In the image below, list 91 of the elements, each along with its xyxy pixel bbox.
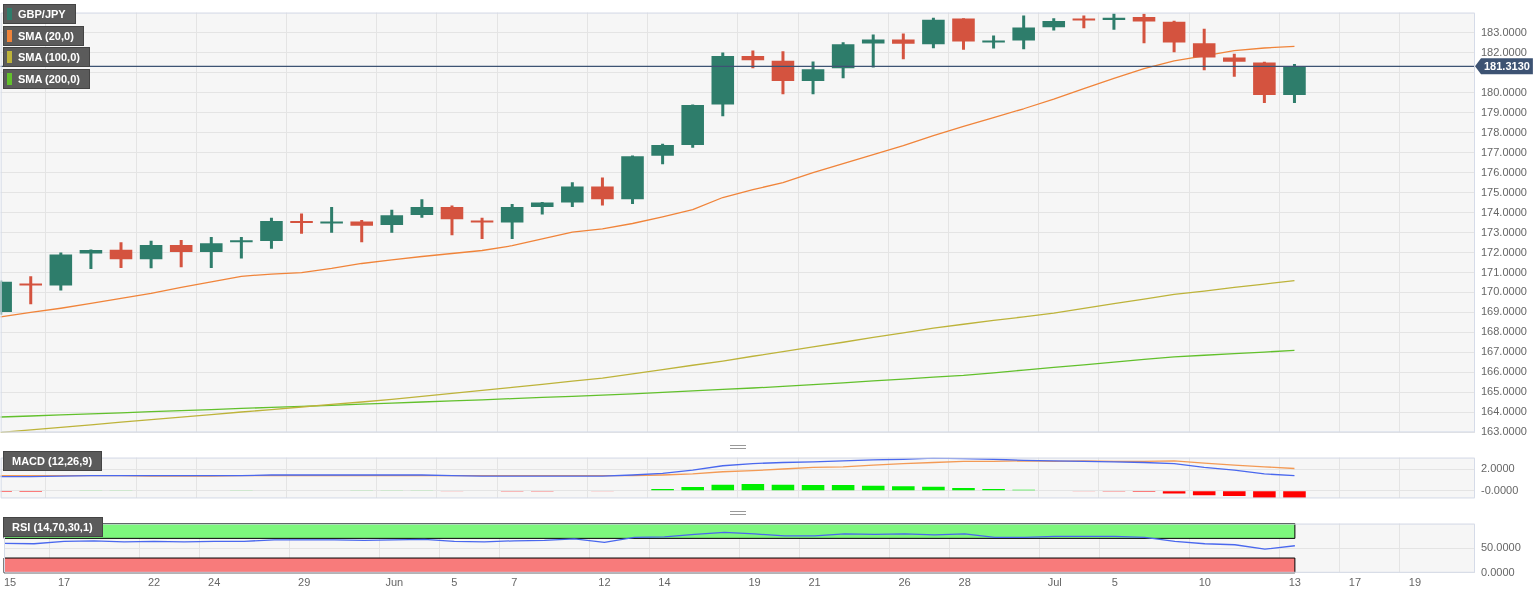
y-tick-label: 170.0000 [1481,285,1527,298]
x-tick-label: 17 [57,576,71,589]
candlestick [380,209,404,233]
bar [1162,491,1186,494]
candlestick [470,217,494,240]
x-tick-label: 28 [958,576,971,589]
y-tick-label: 178.0000 [1481,125,1527,138]
candlestick [350,219,373,243]
candlestick [801,61,825,95]
bar [741,483,765,491]
y-tick-label: 168.0000 [1481,325,1527,338]
y-tick-label: 171.0000 [1481,265,1527,278]
candlestick [290,213,313,234]
candlestick [199,236,223,268]
y-tick-label: 50.0000 [1481,541,1521,554]
chart-title: MACD (12,26,9) [3,451,103,471]
y-tick-label: 183.0000 [1481,25,1527,38]
bar [892,486,915,491]
y-tick-label: 2.0000 [1481,462,1515,475]
legend-label: SMA (200,0) [18,72,80,85]
candlestick [591,177,614,206]
candlestick [561,182,584,208]
candlestick [109,242,133,268]
x-tick-label: 10 [1198,576,1211,589]
bar [952,488,975,491]
candlestick [139,240,163,269]
x-tick-label: 22 [147,576,161,589]
y-tick-label: 0.0000 [1481,565,1515,578]
x-tick-label: 5 [1111,576,1118,589]
candlestick [1223,52,1246,77]
candlestick [892,33,915,61]
x-tick-label: Jul [1047,576,1062,589]
candlestick [1192,27,1216,71]
x-tick-label: 17 [1348,576,1362,589]
candlestick [410,199,434,218]
candlestick [982,35,1005,49]
bar [801,485,825,491]
x-tick-label: 19 [1408,576,1422,589]
bar [711,484,735,491]
y-tick-label: 176.0000 [1481,165,1527,178]
y-tick-label: 177.0000 [1481,145,1527,158]
y-tick-label: 179.0000 [1481,105,1527,118]
candlestick [651,143,674,166]
bar [1223,491,1246,496]
candlestick [440,205,464,236]
y-tick-label: 172.0000 [1481,245,1527,258]
x-tick-label: 15 [4,576,17,589]
y-tick-label: 174.0000 [1481,205,1527,218]
y-tick-label: 173.0000 [1481,225,1527,238]
x-tick-label: 14 [658,576,671,589]
y-tick-label: 166.0000 [1481,365,1527,378]
x-tick-label: 26 [898,576,911,589]
bar [831,485,855,491]
legend-label: SMA (100,0) [18,51,80,63]
candlestick [320,207,343,233]
x-tick-label: 24 [208,576,221,589]
candlestick [500,204,524,240]
candlestick [831,42,855,79]
bar [681,487,704,491]
y-tick-label: 180.0000 [1481,85,1527,98]
candlestick [952,18,975,50]
y-tick-label: 182.0000 [1481,45,1527,58]
legend-label: SMA (20,0) [18,29,74,42]
x-tick-label: Jun [385,576,404,589]
bar [1253,491,1276,498]
y-tick-label: 169.0000 [1481,305,1527,318]
chart-title: RSI (14,70,30,1) [3,517,103,537]
bar [1283,491,1306,498]
y-tick-label: 175.0000 [1481,185,1527,198]
x-tick-label: 21 [808,576,821,589]
candlestick [19,276,43,305]
x-tick-label: 12 [598,576,611,589]
x-tick-label: 13 [1288,576,1301,589]
candlestick [1012,15,1035,51]
y-tick-label: -0.0000 [1481,483,1519,496]
x-tick-label: 7 [511,576,518,589]
y-tick-label: 164.0000 [1481,405,1527,418]
y-tick-label: 163.0000 [1481,425,1527,438]
x-tick-label: 19 [748,576,761,589]
candlestick [1162,19,1186,54]
ref-line-label: 181.3130 [1484,60,1530,73]
candlestick [230,236,253,259]
candlestick [260,217,283,249]
x-tick-label: 29 [298,576,311,589]
bar [1192,491,1216,496]
legend-label: GBP/JPY [18,8,66,20]
x-tick-label: 5 [451,576,458,589]
y-tick-label: 167.0000 [1481,345,1527,358]
y-tick-label: 165.0000 [1481,385,1527,398]
candlestick [169,240,193,268]
candlestick [771,51,795,95]
